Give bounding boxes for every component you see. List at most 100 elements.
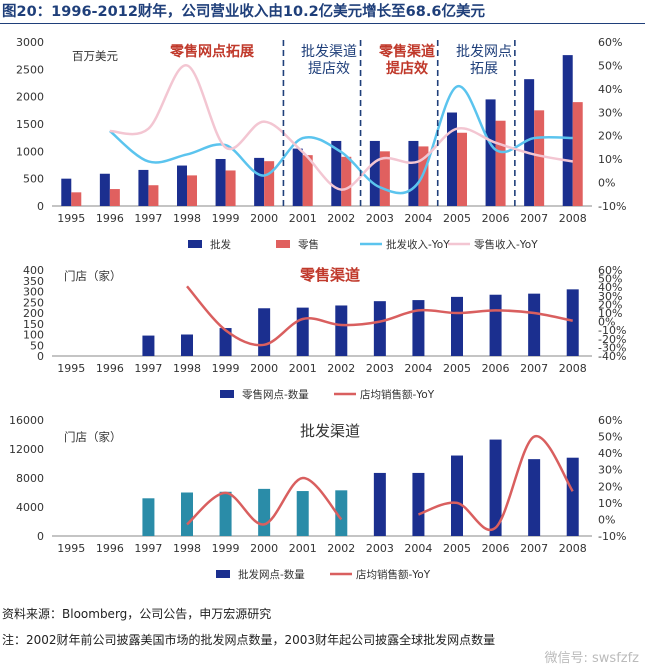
bar — [566, 457, 579, 536]
y-tick-label: 0 — [37, 350, 44, 363]
x-tick-label: 2008 — [559, 362, 587, 375]
legend-swatch — [188, 240, 202, 248]
bar — [181, 492, 193, 536]
x-tick-label: 2004 — [404, 362, 432, 375]
bar — [258, 308, 271, 356]
y-tick-label: 0 — [37, 200, 44, 213]
x-tick-label: 2001 — [289, 212, 317, 225]
bar — [99, 173, 110, 206]
y2-tick-label: 50% — [598, 431, 622, 444]
x-tick-label: 2006 — [482, 212, 510, 225]
x-tick-label: 1996 — [96, 542, 124, 555]
annotation-wholesale-efficiency: 批发渠道 — [301, 44, 357, 60]
legend-label: 零售 — [298, 238, 319, 251]
x-tick-label: 2000 — [250, 542, 278, 555]
x-tick-label: 2008 — [559, 212, 587, 225]
unit-label: 门店（家） — [64, 430, 122, 444]
y2-tick-label: 40% — [598, 281, 622, 294]
bar — [373, 301, 386, 356]
y-tick-label: 350 — [23, 275, 44, 288]
legend-label: 零售网点-数量 — [242, 388, 309, 401]
legend-label: 批发网点-数量 — [238, 568, 305, 581]
source-note: 资料来源：Bloomberg，公司公告，申万宏源研究 — [2, 607, 272, 621]
y2-tick-label: 10% — [598, 153, 622, 166]
y2-tick-label: -40% — [598, 350, 626, 363]
chart-title: 零售渠道 — [299, 266, 360, 284]
bar — [524, 79, 535, 206]
footnote: 注：2002财年前公司披露美国市场的批发网点数量，2003财年起公司披露全球批发… — [2, 633, 496, 647]
y2-tick-label: 50% — [598, 59, 622, 72]
series-line — [186, 476, 343, 526]
x-tick-label: 2002 — [327, 542, 355, 555]
x-tick-label: 2008 — [559, 542, 587, 555]
x-tick-label: 2005 — [443, 362, 471, 375]
x-tick-label: 2001 — [289, 542, 317, 555]
y-tick-label: 4000 — [16, 501, 44, 514]
annotation-wholesale-efficiency: 提店效 — [308, 61, 350, 77]
bar — [373, 472, 386, 536]
bar — [142, 335, 155, 356]
x-tick-label: 2005 — [443, 212, 471, 225]
x-tick-label: 1999 — [212, 362, 240, 375]
bar — [451, 296, 463, 356]
y2-tick-label: 10% — [598, 307, 622, 320]
legend-swatch — [216, 570, 230, 578]
bar — [264, 161, 275, 206]
annotation-retail-expansion: 零售网点拓展 — [169, 43, 254, 60]
y2-tick-label: 20% — [598, 480, 622, 493]
series-line — [417, 435, 574, 532]
y2-tick-label: 40% — [598, 447, 622, 460]
bar — [489, 439, 502, 536]
x-tick-label: 1997 — [134, 542, 162, 555]
series-line — [186, 285, 573, 347]
bar — [528, 459, 541, 536]
bar — [225, 170, 236, 206]
revenue-chart: 0 500 1000 1500 2000 2500 3000 -10% 0% 10% 20% 30% 4… — [16, 36, 626, 251]
bar — [489, 294, 502, 356]
x-tick-label: 1999 — [212, 212, 240, 225]
y2-tick-label: 40% — [598, 83, 622, 96]
y-tick-label: 12000 — [9, 443, 44, 456]
figure-title: 图20：1996-2012财年，公司营业收入由10.2亿美元增长至68.6亿美元 — [0, 0, 645, 24]
y-tick-label: 2500 — [16, 63, 44, 76]
legend-label: 批发收入-YoY — [386, 238, 450, 251]
x-tick-label: 2002 — [327, 362, 355, 375]
x-tick-label: 1996 — [96, 362, 124, 375]
annotation-retail-efficiency: 零售渠道 — [378, 43, 435, 60]
legend-label: 零售收入-YoY — [474, 238, 538, 251]
y-tick-label: 3000 — [16, 36, 44, 49]
y2-tick-label: 30% — [598, 464, 622, 477]
bar — [61, 178, 72, 206]
x-tick-label: 2003 — [366, 212, 394, 225]
bar — [148, 185, 159, 206]
legend-label: 店均销售额-YoY — [360, 388, 435, 401]
y2-tick-label: 60% — [598, 414, 622, 427]
annotation-wholesale-expansion: 批发网点 — [456, 44, 512, 60]
x-tick-label: 2000 — [250, 212, 278, 225]
y-tick-label: 200 — [23, 307, 44, 320]
y2-tick-label: -20% — [598, 333, 626, 346]
bar — [109, 189, 120, 206]
y-tick-label: 400 — [23, 264, 44, 277]
x-tick-label: 2007 — [520, 212, 548, 225]
bar — [302, 155, 313, 206]
bar — [296, 491, 309, 536]
bar — [418, 146, 429, 206]
y-tick-label: 8000 — [16, 472, 44, 485]
x-tick-label: 1998 — [173, 212, 201, 225]
y2-tick-label: 0% — [598, 513, 615, 526]
y-tick-label: 150 — [23, 318, 44, 331]
y2-tick-label: 30% — [598, 290, 622, 303]
bar — [562, 55, 573, 207]
x-tick-label: 2006 — [482, 542, 510, 555]
x-tick-label: 1998 — [173, 362, 201, 375]
y-tick-label: 0 — [37, 530, 44, 543]
bar — [219, 491, 232, 536]
y-tick-label: 2000 — [16, 91, 44, 104]
annotation-wholesale-expansion: 拓展 — [470, 61, 498, 77]
y2-tick-label: 0% — [598, 177, 615, 190]
bar — [215, 158, 226, 206]
bar — [495, 120, 506, 206]
bar — [412, 300, 425, 356]
